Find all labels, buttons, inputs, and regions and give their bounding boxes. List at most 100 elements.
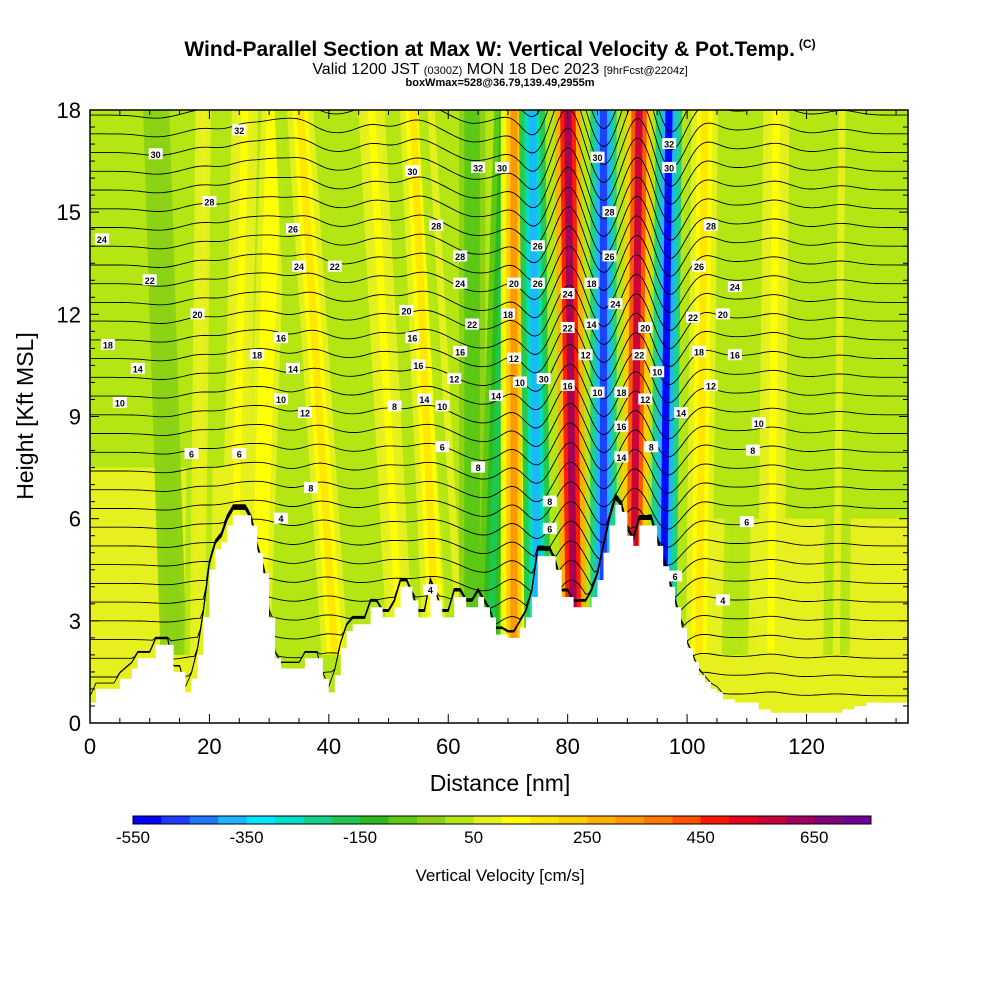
x-tick-label: 60 [436,734,460,759]
theta-label: 14 [288,364,298,374]
theta-label-bg [727,349,742,361]
theta-label-bg [692,260,707,272]
theta-label: 10 [115,398,125,408]
terrain-mask [90,505,908,723]
theta-label-bg [500,308,515,320]
theta-label-bg [202,195,217,207]
colorbar-swatch [473,816,503,824]
colorbar-swatch [643,816,673,824]
theta-contour-line [90,110,908,169]
theta-label: 28 [431,221,441,231]
theta-label: 18 [587,279,597,289]
field-band [367,110,405,655]
theta-label-bg [130,362,145,374]
theta-label: 30 [664,163,674,173]
theta-label-bg [232,447,247,459]
theta-contour-line [90,304,908,368]
x-tick-label: 120 [788,734,825,759]
theta-label-bg [703,219,718,231]
theta-label: 20 [401,306,411,316]
theta-label: 18 [616,388,626,398]
theta-contour-line [90,166,908,241]
colorbar-swatch [416,816,446,824]
theta-contours [90,110,908,697]
copyright-mark: (C) [798,37,816,51]
theta-label: 20 [192,310,202,320]
theta-label: 14 [133,364,143,374]
field-band [629,110,643,655]
theta-label: 18 [252,351,262,361]
theta-label-bg [274,393,289,405]
theta-label-bg [453,345,468,357]
field-band [695,110,709,655]
theta-contour-labels: 32 30 28 24 26 24 22 22 20 18 14 18 16 14 10 10 12 6 6 8 4 30… [94,124,766,606]
theta-label: 28 [604,208,614,218]
field-band [193,110,207,655]
field-band [296,110,339,655]
theta-label: 16 [413,361,423,371]
theta-label-bg [184,447,199,459]
theta-label-bg [190,308,205,320]
theta-label: 6 [237,449,242,459]
theta-contour-line [90,343,908,404]
theta-label-bg [232,124,247,136]
theta-label-bg [632,349,647,361]
theta-label: 18 [503,310,513,320]
theta-label-bg [489,390,504,402]
colorbar-swatch [189,816,219,824]
colorbar-swatch [246,816,276,824]
box-info: boxWmax=528@36.79,139.49,2955m [405,77,595,89]
theta-label: 22 [634,351,644,361]
theta-label: 26 [694,262,704,272]
theta-label: 24 [455,279,465,289]
theta-contour-line [90,481,908,530]
theta-label-bg [465,318,480,330]
theta-label: 30 [151,150,161,160]
x-tick-label: 40 [317,734,341,759]
theta-label-bg [560,379,575,391]
theta-label: 8 [547,497,552,507]
theta-label: 28 [706,221,716,231]
colorbar-swatch [331,816,361,824]
theta-label-bg [512,376,527,388]
theta-label-bg [303,482,318,494]
theta-label-bg [590,151,605,163]
colorbar-tick-label: 50 [464,828,483,847]
theta-label-bg [250,349,265,361]
theta-label-bg [668,570,683,582]
theta-label-bg [286,223,301,235]
colorbar-swatch [785,816,815,824]
valid-prefix: Valid 1200 JST [312,61,420,78]
theta-label-bg [471,161,486,173]
theta-label: 16 [455,347,465,357]
colorbar-swatch [445,816,474,824]
theta-contour-line [90,110,908,187]
theta-label-bg [638,393,653,405]
theta-contour-line [90,265,908,331]
theta-label: 16 [730,351,740,361]
theta-label-bg [560,287,575,299]
theta-label-bg [560,321,575,333]
theta-label: 24 [610,300,620,310]
field-band [832,110,846,655]
colorbar-frame [132,815,872,825]
theta-label: 10 [754,419,764,429]
chart-title-text: Wind-Parallel Section at Max W: Vertical… [184,38,795,61]
theta-contour-line [90,186,908,259]
theta-label-bg [662,138,677,150]
theta-label-bg [715,594,730,606]
x-tick-label: 0 [84,734,96,759]
x-axis-label: Distance [nm] [430,770,571,796]
theta-label: 26 [533,279,543,289]
colorbar-swatch [700,816,730,824]
theta-label-bg [715,308,730,320]
theta-contour-line [90,402,908,458]
field-band [152,110,178,655]
y-tick-label: 0 [69,711,81,736]
theta-label: 12 [509,354,519,364]
theta-label: 10 [593,388,603,398]
theta-label: 10 [437,402,447,412]
colorbar-swatch [274,816,304,824]
theta-label-bg [638,321,653,333]
theta-label: 8 [649,443,654,453]
